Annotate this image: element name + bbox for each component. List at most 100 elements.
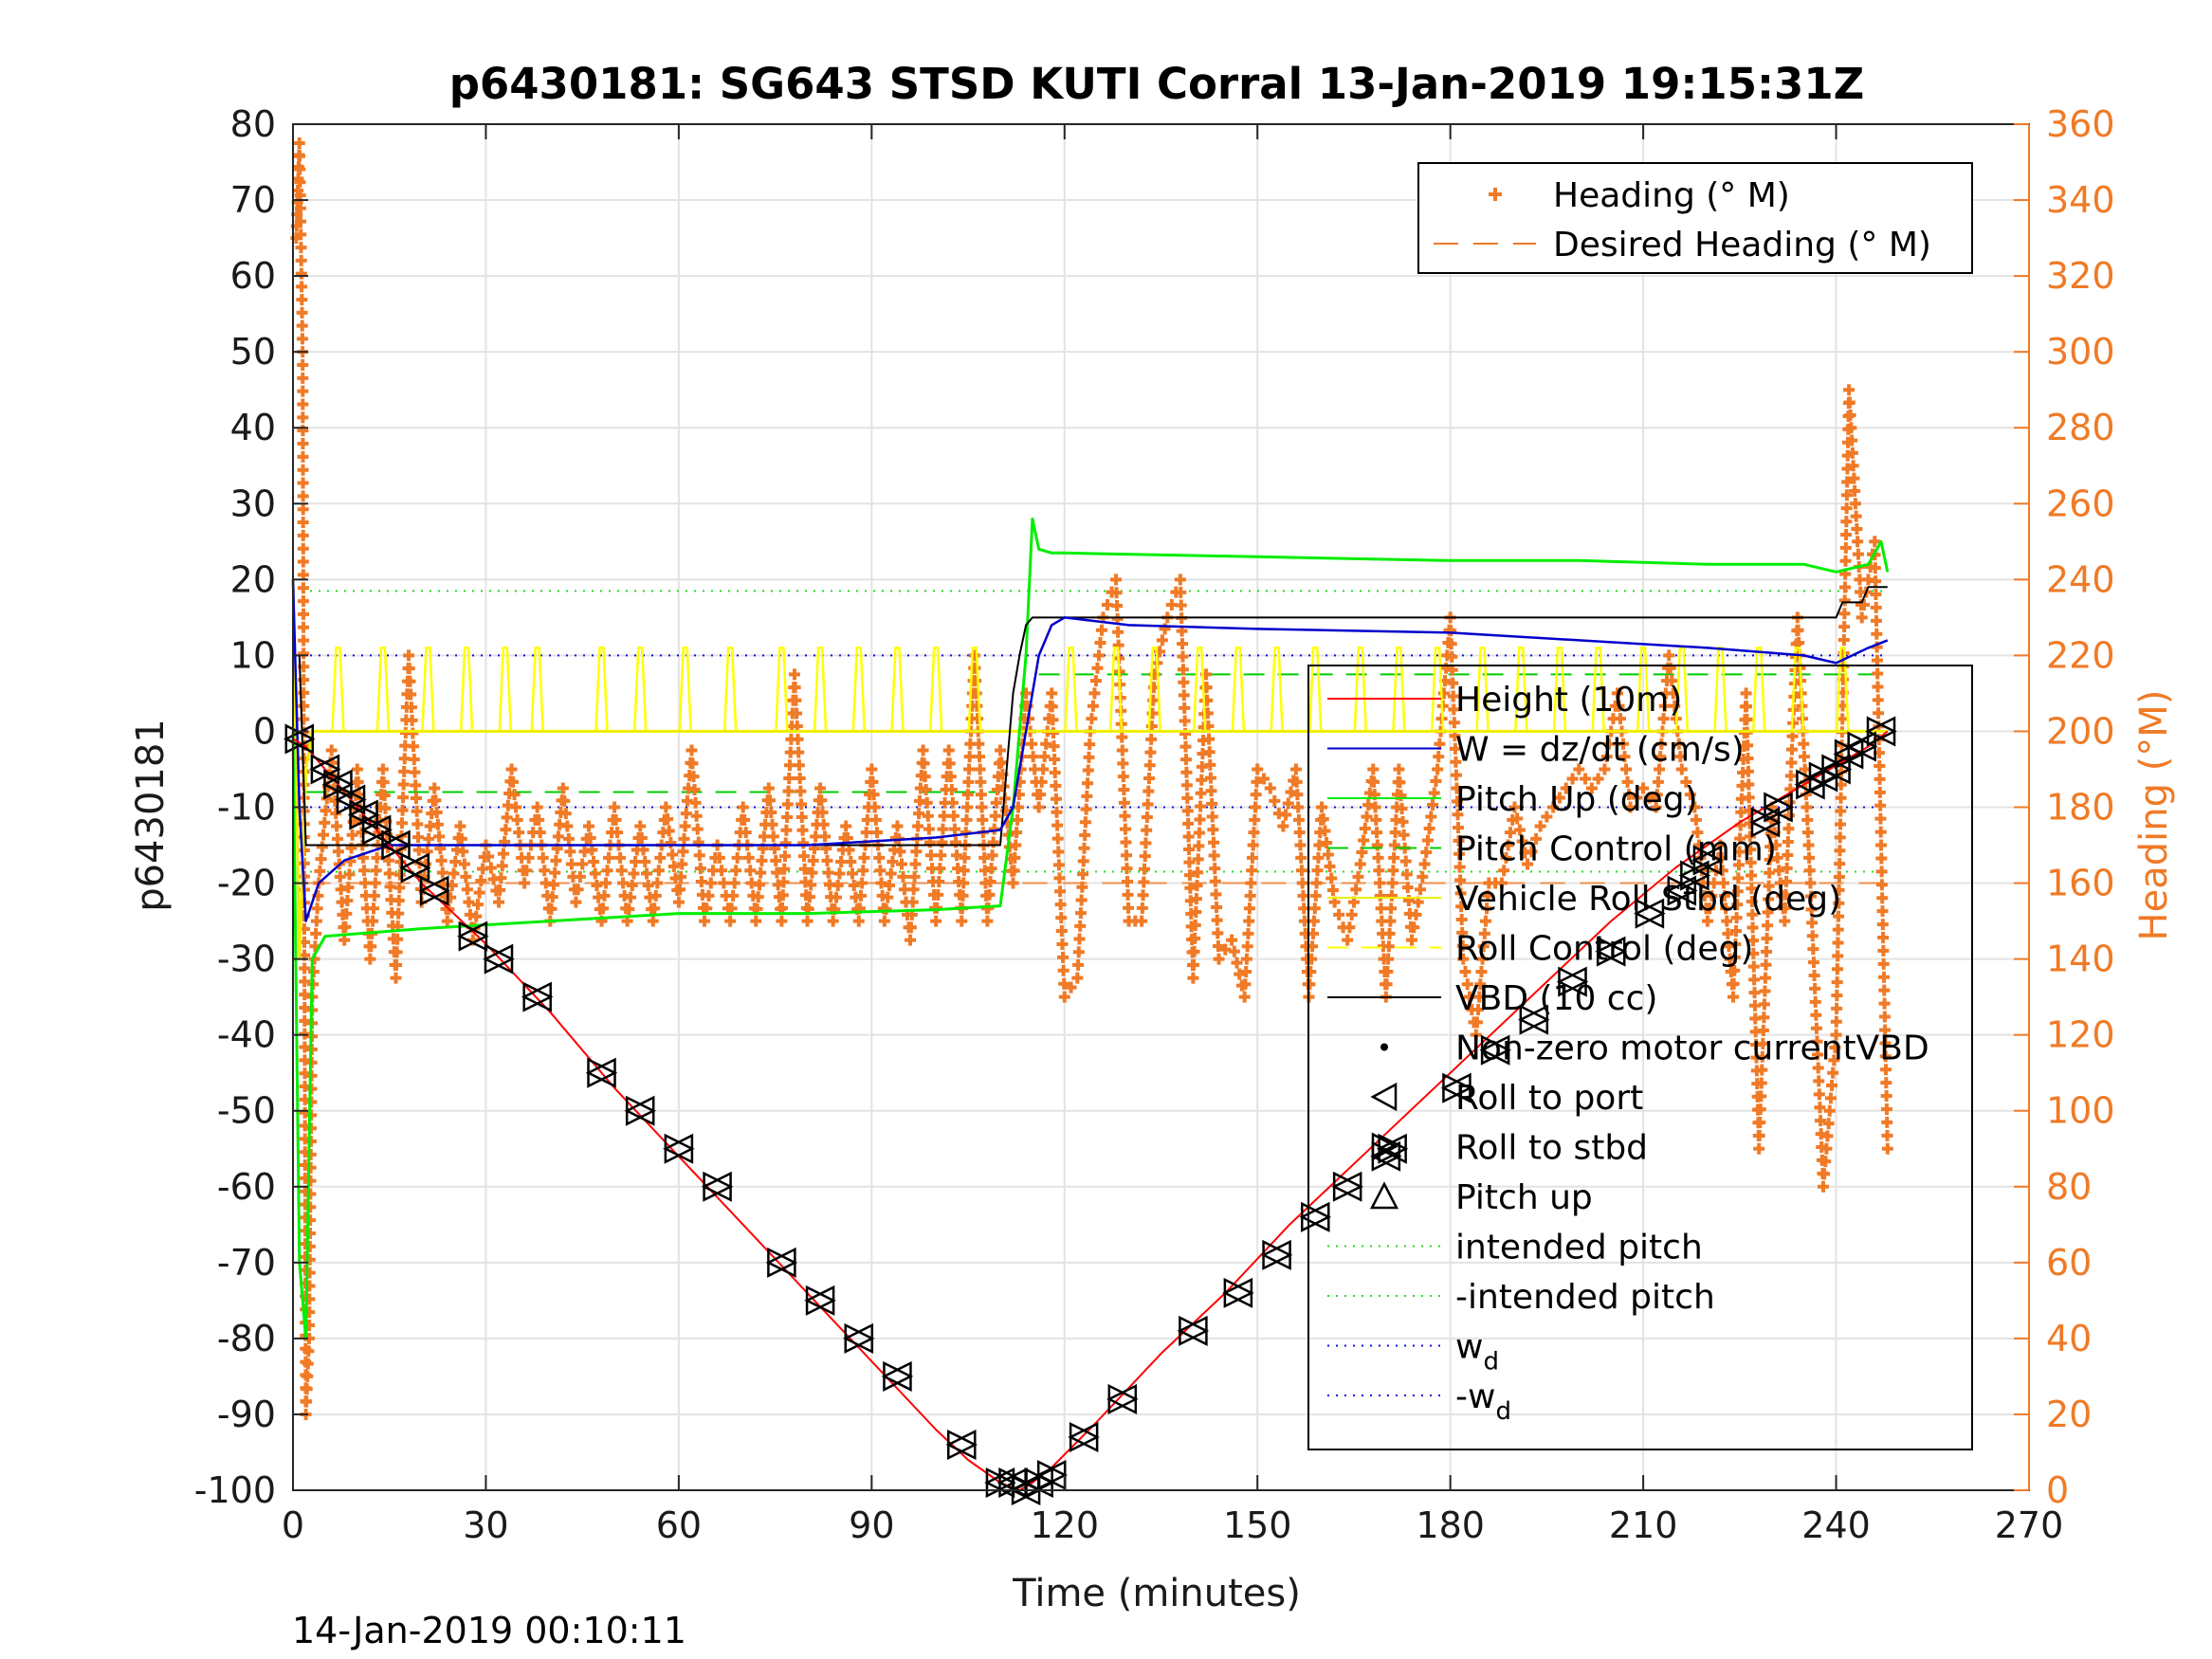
heading-point bbox=[1753, 1142, 1765, 1155]
heading-point bbox=[1799, 763, 1811, 775]
heading-point bbox=[1652, 775, 1664, 788]
heading-point bbox=[296, 306, 308, 319]
heading-point bbox=[367, 915, 379, 927]
heading-point bbox=[771, 866, 783, 879]
heading-point bbox=[1764, 866, 1776, 879]
heading-point bbox=[1812, 1048, 1824, 1061]
heading-point bbox=[975, 789, 987, 801]
heading-point bbox=[801, 915, 814, 927]
heading-point bbox=[1179, 740, 1192, 753]
heading-point bbox=[1053, 872, 1066, 884]
roll-control-spike bbox=[1147, 647, 1161, 732]
heading-point bbox=[1010, 839, 1022, 851]
x-axis-label: Time (minutes) bbox=[1012, 1572, 1301, 1615]
heading-point bbox=[1690, 813, 1702, 826]
heading-point bbox=[1743, 792, 1755, 804]
heading-point bbox=[1852, 548, 1864, 560]
heading-point bbox=[393, 894, 405, 906]
heading-point bbox=[457, 846, 469, 858]
heading-point bbox=[431, 818, 444, 830]
y2-tick-label: 180 bbox=[2046, 787, 2115, 829]
heading-point bbox=[391, 946, 403, 958]
y-tick-label: -60 bbox=[217, 1166, 276, 1208]
heading-point bbox=[1047, 727, 1059, 739]
heading-point bbox=[1834, 845, 1846, 857]
roll-to-stbd-marker bbox=[1107, 1383, 1139, 1414]
heading-point bbox=[1295, 865, 1307, 877]
heading-point bbox=[1819, 1168, 1831, 1180]
heading-point bbox=[588, 856, 600, 868]
heading-point bbox=[1374, 889, 1386, 902]
heading-point bbox=[430, 806, 443, 818]
heading-point bbox=[781, 811, 794, 824]
heading-point bbox=[304, 1175, 317, 1187]
heading-point bbox=[1119, 810, 1131, 822]
heading-point bbox=[1878, 984, 1891, 996]
main-legend-label: Pitch Control (mm) bbox=[1455, 830, 1777, 869]
heading-point bbox=[1143, 772, 1156, 784]
heading-point bbox=[679, 820, 691, 832]
heading-point bbox=[984, 876, 996, 888]
heading-point bbox=[1470, 1029, 1482, 1041]
heading-point bbox=[1052, 859, 1065, 871]
heading-point bbox=[952, 863, 964, 875]
heading-point bbox=[1560, 782, 1572, 794]
heading-point bbox=[731, 851, 743, 864]
heading-point bbox=[1872, 681, 1884, 693]
heading-point bbox=[537, 851, 549, 864]
heading-point bbox=[299, 1081, 311, 1093]
roll-control-spike bbox=[813, 647, 828, 732]
heading-point bbox=[1324, 861, 1336, 873]
heading-point bbox=[407, 727, 419, 739]
heading-point bbox=[1553, 792, 1565, 804]
heading-point bbox=[565, 858, 577, 870]
heading-point bbox=[1761, 933, 1773, 945]
heading-point bbox=[1081, 790, 1093, 802]
heading-point bbox=[1212, 939, 1224, 952]
roll-to-stbd-marker bbox=[883, 1360, 914, 1392]
heading-point bbox=[1871, 654, 1883, 666]
roll-control-spike bbox=[1591, 647, 1605, 732]
heading-point bbox=[1474, 978, 1487, 991]
axis-ticks: 0 30 60 90 120 150 180 210 240 270 80 70 60 50 40 30 20 1… bbox=[194, 103, 2115, 1546]
heading-point bbox=[1387, 865, 1399, 877]
heading-point bbox=[1192, 866, 1204, 879]
heading-point bbox=[1471, 1016, 1483, 1029]
heading-point bbox=[1624, 801, 1636, 813]
heading-point bbox=[496, 860, 508, 872]
heading-point bbox=[1139, 850, 1151, 863]
heading-point bbox=[958, 877, 970, 889]
heading-point bbox=[298, 713, 310, 725]
heading-point bbox=[297, 450, 309, 463]
heading-point bbox=[1116, 744, 1128, 757]
heading-point bbox=[1451, 782, 1463, 794]
heading-point bbox=[1811, 1035, 1823, 1048]
heading-point bbox=[332, 846, 344, 858]
heading-point bbox=[1234, 968, 1246, 980]
roll-control-spike bbox=[928, 647, 943, 732]
heading-point bbox=[475, 875, 487, 887]
heading-point bbox=[1310, 877, 1323, 889]
heading-point bbox=[1815, 1128, 1827, 1140]
heading-point bbox=[557, 782, 569, 794]
heading-point bbox=[430, 794, 442, 807]
heading-point bbox=[295, 215, 307, 228]
heading-point bbox=[974, 751, 985, 763]
heading-point bbox=[1874, 799, 1887, 811]
heading-point bbox=[1291, 789, 1304, 801]
heading-point bbox=[364, 953, 376, 965]
y-tick-label: 80 bbox=[230, 103, 276, 145]
heading-point bbox=[1831, 1002, 1843, 1014]
heading-point bbox=[1779, 915, 1791, 927]
heading-point bbox=[1117, 771, 1129, 783]
heading-point bbox=[572, 884, 584, 896]
heading-point bbox=[1547, 801, 1560, 813]
heading-legend-box bbox=[1417, 162, 1973, 274]
heading-point bbox=[913, 808, 925, 820]
heading-point bbox=[295, 242, 307, 254]
heading-point bbox=[1819, 1156, 1832, 1168]
roll-to-stbd-marker bbox=[1558, 966, 1589, 997]
heading-point bbox=[1453, 848, 1466, 860]
heading-point bbox=[840, 820, 852, 832]
y2-tick-label: 320 bbox=[2046, 255, 2115, 297]
